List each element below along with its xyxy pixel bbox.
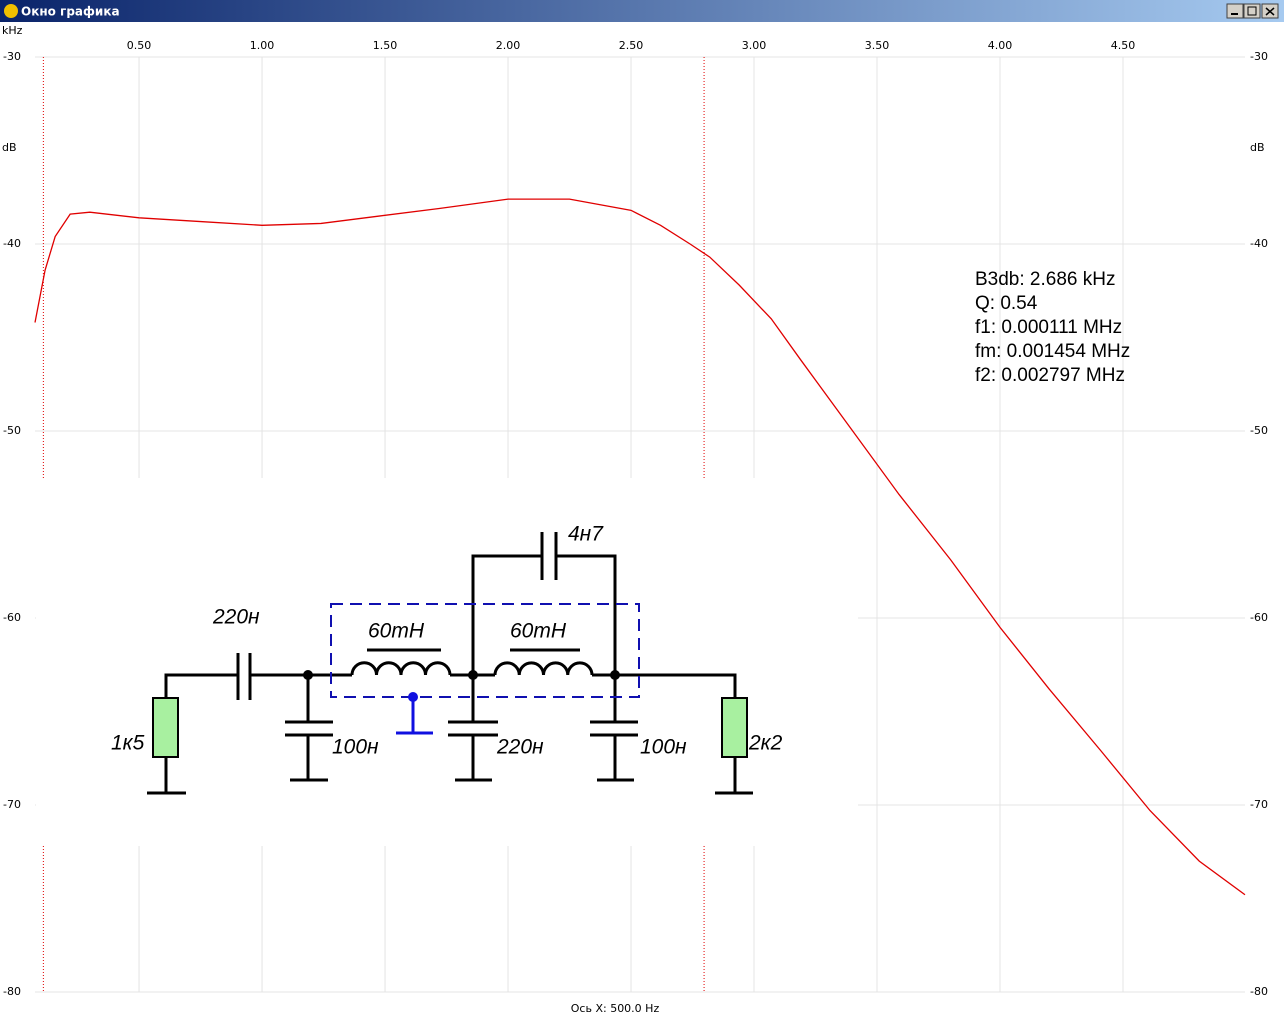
annotation: f2: 0.002797 MHz: [975, 365, 1125, 386]
component-label: 220н: [212, 606, 260, 629]
y-tick-label: -40: [1250, 237, 1268, 250]
component-label: 4н7: [568, 523, 604, 546]
component-label: 1к5: [111, 732, 145, 755]
window-title: Окно графика: [21, 5, 120, 19]
annotation: f1: 0.000111 MHz: [975, 317, 1122, 338]
wires: [147, 532, 753, 795]
x-tick-label: 2.00: [496, 39, 521, 52]
y-tick-label: -30: [1250, 50, 1268, 63]
inductors: [350, 661, 594, 676]
resistor: [152, 697, 179, 758]
y-tick-label: -80: [1250, 985, 1268, 998]
x-tick-label: 1.00: [250, 39, 275, 52]
y-tick-label: -70: [1250, 798, 1268, 811]
component-label: 220н: [496, 736, 544, 759]
window-buttons[interactable]: [1226, 3, 1279, 19]
component-label: 60mH: [510, 620, 567, 643]
schematic-background: [36, 478, 858, 846]
annotation: B3db: 2.686 kHz: [975, 269, 1115, 290]
x-tick-label: 0.50: [127, 39, 152, 52]
x-tick-label: 3.00: [742, 39, 767, 52]
maximize-button[interactable]: [1243, 3, 1261, 19]
x-tick-label: 2.50: [619, 39, 644, 52]
x-axis-note: Ось X: 500.0 Hz: [571, 1002, 660, 1015]
component-label: 2к2: [748, 732, 783, 755]
app-icon: [4, 4, 18, 18]
component-label: 60mH: [368, 620, 425, 643]
component-label: 100н: [332, 736, 379, 759]
y-unit: dB: [1250, 141, 1265, 154]
y-tick-label: -60: [3, 611, 21, 624]
x-tick-label: 4.50: [1111, 39, 1136, 52]
title-bar: [0, 0, 1284, 22]
shield-ground: [396, 697, 433, 735]
response-curve: [34, 198, 1246, 896]
resistor: [721, 697, 748, 758]
y-tick-label: -70: [3, 798, 21, 811]
minimize-button[interactable]: [1226, 3, 1244, 19]
y-tick-label: -60: [1250, 611, 1268, 624]
y-tick-label: -80: [3, 985, 21, 998]
y-tick-label: -50: [3, 424, 21, 437]
x-tick-label: 4.00: [988, 39, 1013, 52]
x-tick-label: 3.50: [865, 39, 890, 52]
schematic: 220н 60mH 60mH 4н7 1к5 100н 220н 100н 2к…: [36, 478, 858, 846]
y-tick-label: -40: [3, 237, 21, 250]
y-unit: dB: [2, 141, 17, 154]
y-tick-label: -50: [1250, 424, 1268, 437]
component-label: 100н: [640, 736, 687, 759]
annotation: fm: 0.001454 MHz: [975, 341, 1130, 362]
shield-box: [330, 603, 640, 698]
y-tick-label: -30: [3, 50, 21, 63]
x-tick-label: 1.50: [373, 39, 398, 52]
annotation: Q: 0.54: [975, 293, 1038, 314]
x-unit: kHz: [2, 24, 23, 37]
